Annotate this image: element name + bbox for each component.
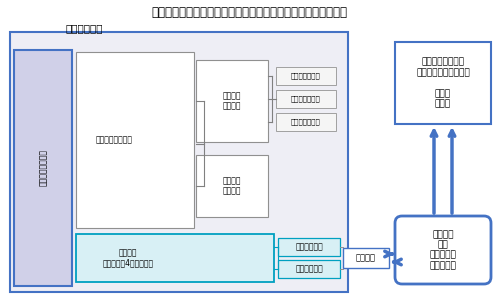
Text: 博士課程
（前期）: 博士課程 （前期）	[223, 91, 241, 111]
Text: 連携部門コース: 連携部門コース	[291, 119, 321, 125]
Text: 医療薬学分野: 医療薬学分野	[295, 243, 323, 252]
Bar	[196, 155, 268, 217]
Text: 明治薬科大学: 明治薬科大学	[65, 23, 103, 33]
Bar	[276, 90, 336, 108]
Text: 生命科学コース: 生命科学コース	[291, 96, 321, 102]
Bar	[276, 113, 336, 131]
Text: 明治薬科大学との連携大学院方式に基づく連携部門体制（案）: 明治薬科大学との連携大学院方式に基づく連携部門体制（案）	[151, 7, 347, 20]
Bar	[14, 50, 72, 286]
Bar	[278, 260, 340, 278]
Text: 大学院生
教員
外来研究員
客員研究員: 大学院生 教員 外来研究員 客員研究員	[430, 230, 457, 270]
Text: 博士課程
（後期）: 博士課程 （後期）	[223, 176, 241, 196]
Text: 創薬化学コース: 創薬化学コース	[291, 73, 321, 79]
Bar	[343, 248, 389, 268]
Bar	[76, 52, 194, 228]
Text: 国立研究開発法人
国立がん研究センター

東病院
薬剤部: 国立研究開発法人 国立がん研究センター 東病院 薬剤部	[416, 58, 470, 108]
Text: 薬学専攻
博士課程（4年生課程）: 薬学専攻 博士課程（4年生課程）	[103, 248, 153, 268]
Bar	[10, 32, 348, 292]
Bar	[76, 234, 274, 282]
Text: 大学院薬学研究科: 大学院薬学研究科	[38, 149, 47, 187]
Text: 基礎薬学分野: 基礎薬学分野	[295, 265, 323, 274]
Text: 連携部門: 連携部門	[356, 253, 376, 262]
Bar	[196, 60, 268, 142]
FancyBboxPatch shape	[395, 216, 491, 284]
Bar	[276, 67, 336, 85]
Bar	[278, 238, 340, 256]
Bar	[395, 42, 491, 124]
Text: 生命創薬科学専攻: 生命創薬科学専攻	[96, 136, 132, 144]
